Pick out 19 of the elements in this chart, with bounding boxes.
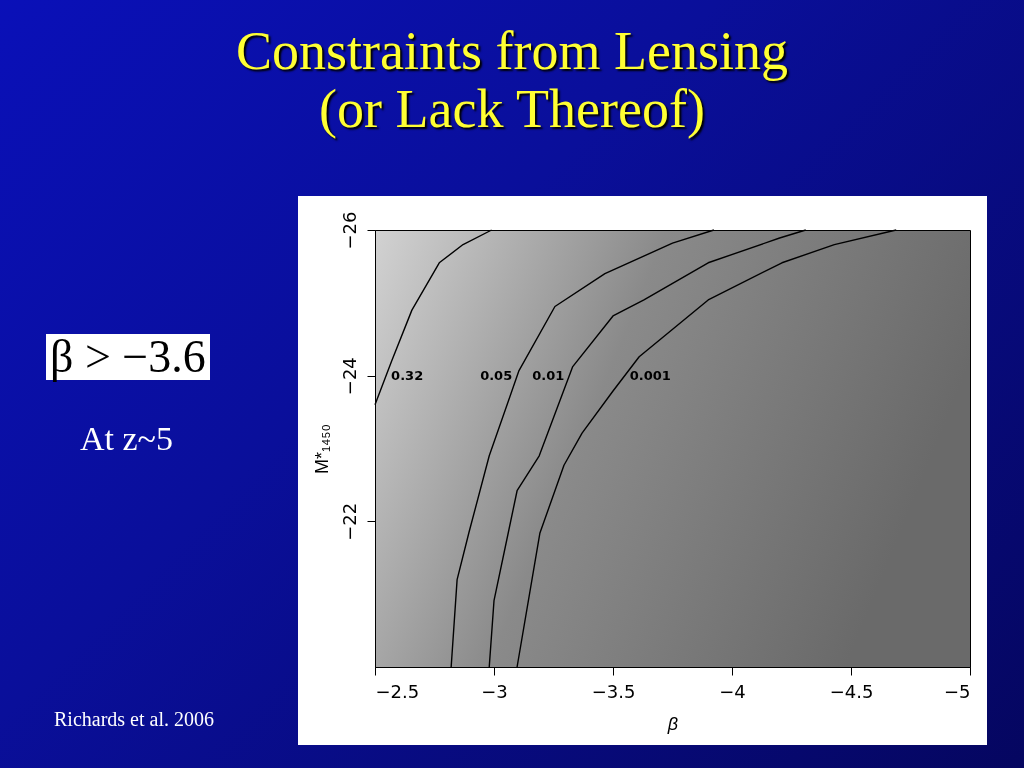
y-tick-label: −24 — [338, 357, 360, 396]
x-tick-label: −4 — [719, 680, 746, 702]
series-label: 0.32 — [391, 367, 424, 383]
series-label: 0.001 — [629, 367, 671, 383]
series-label: 0.05 — [480, 367, 513, 383]
chart-title: Constraints from Lensing (or Lack Thereof) — [235, 21, 789, 139]
text: Richards et al. 2006 — [54, 708, 214, 731]
x-tick-label: −5 — [943, 680, 971, 702]
x-axis-title: β — [666, 713, 679, 734]
x-tick-label: −2.5 — [375, 680, 420, 702]
x-tick-label: −3.5 — [591, 680, 636, 702]
series-label: 0.01 — [532, 367, 565, 383]
y-tick-label: −22 — [338, 502, 360, 541]
y-tick-label: −26 — [338, 211, 360, 250]
x-tick-label: −4.5 — [829, 680, 874, 702]
x-tick-label: −3 — [481, 680, 508, 702]
text: β > −3.6 — [46, 331, 210, 382]
text: At z~5 — [80, 420, 173, 458]
y-axis-title: M*₁₄₅₀ — [311, 423, 332, 475]
